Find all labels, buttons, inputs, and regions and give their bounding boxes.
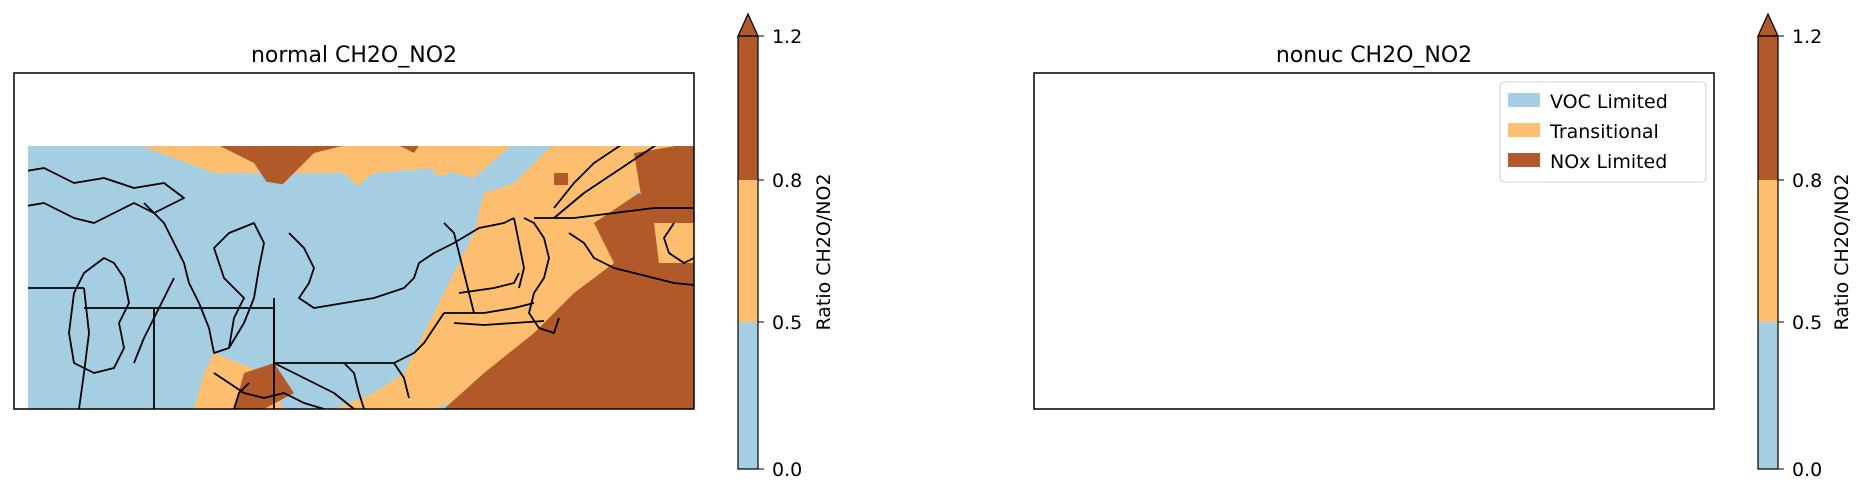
legend-label-voc: VOC Limited: [1550, 91, 1668, 113]
legend-label-nox: NOx Limited: [1550, 151, 1667, 173]
colorbar-b: 0.0 0.5 0.8 1.2 Ratio CH2O/NO2: [1757, 12, 1853, 481]
map-frame-a: [13, 72, 695, 410]
legend-swatch-transitional: [1508, 123, 1540, 137]
map-frame-b: [1033, 72, 1715, 410]
colorbar-b-tick-1: 0.5: [1792, 312, 1822, 334]
colorbar-b-tick-2: 0.8: [1792, 170, 1822, 192]
legend-swatch-voc: [1508, 93, 1540, 107]
legend-label-transitional: Transitional: [1549, 121, 1659, 143]
colorbar-a-tick-0: 0.0: [772, 459, 802, 481]
colorbar-a-extend-triangle: [737, 12, 759, 37]
colorbar-a: 0.0 0.5 0.8 1.2 Ratio CH2O/NO2: [737, 12, 835, 481]
colorbar-a-label: Ratio CH2O/NO2: [813, 173, 835, 330]
colorbar-b-tick-3: 1.2: [1792, 26, 1822, 48]
colorbar-a-nox-band: [738, 36, 758, 180]
colorbar-b-tick-0: 0.0: [1792, 459, 1822, 481]
colorbar-b-label: Ratio CH2O/NO2: [1831, 173, 1853, 330]
colorbar-a-tick-1: 0.5: [772, 312, 802, 334]
legend-swatch-nox: [1508, 153, 1540, 167]
map-panel-a: [28, 146, 695, 410]
panel-a-title: normal CH2O_NO2: [251, 43, 457, 68]
legend-b: VOC Limited Transitional NOx Limited: [1499, 81, 1707, 183]
colorbar-b-voc-band: [1758, 322, 1778, 469]
colorbar-a-tick-3: 1.2: [772, 26, 802, 48]
panel-b-title: nonuc CH2O_NO2: [1276, 43, 1472, 68]
colorbar-a-tick-2: 0.8: [772, 170, 802, 192]
colorbar-a-transitional-band: [738, 180, 758, 322]
colorbar-a-voc-band: [738, 322, 758, 469]
colorbar-b-transitional-band: [1758, 180, 1778, 322]
colorbar-b-extend-triangle: [1757, 12, 1779, 37]
colorbar-b-nox-band: [1758, 36, 1778, 180]
